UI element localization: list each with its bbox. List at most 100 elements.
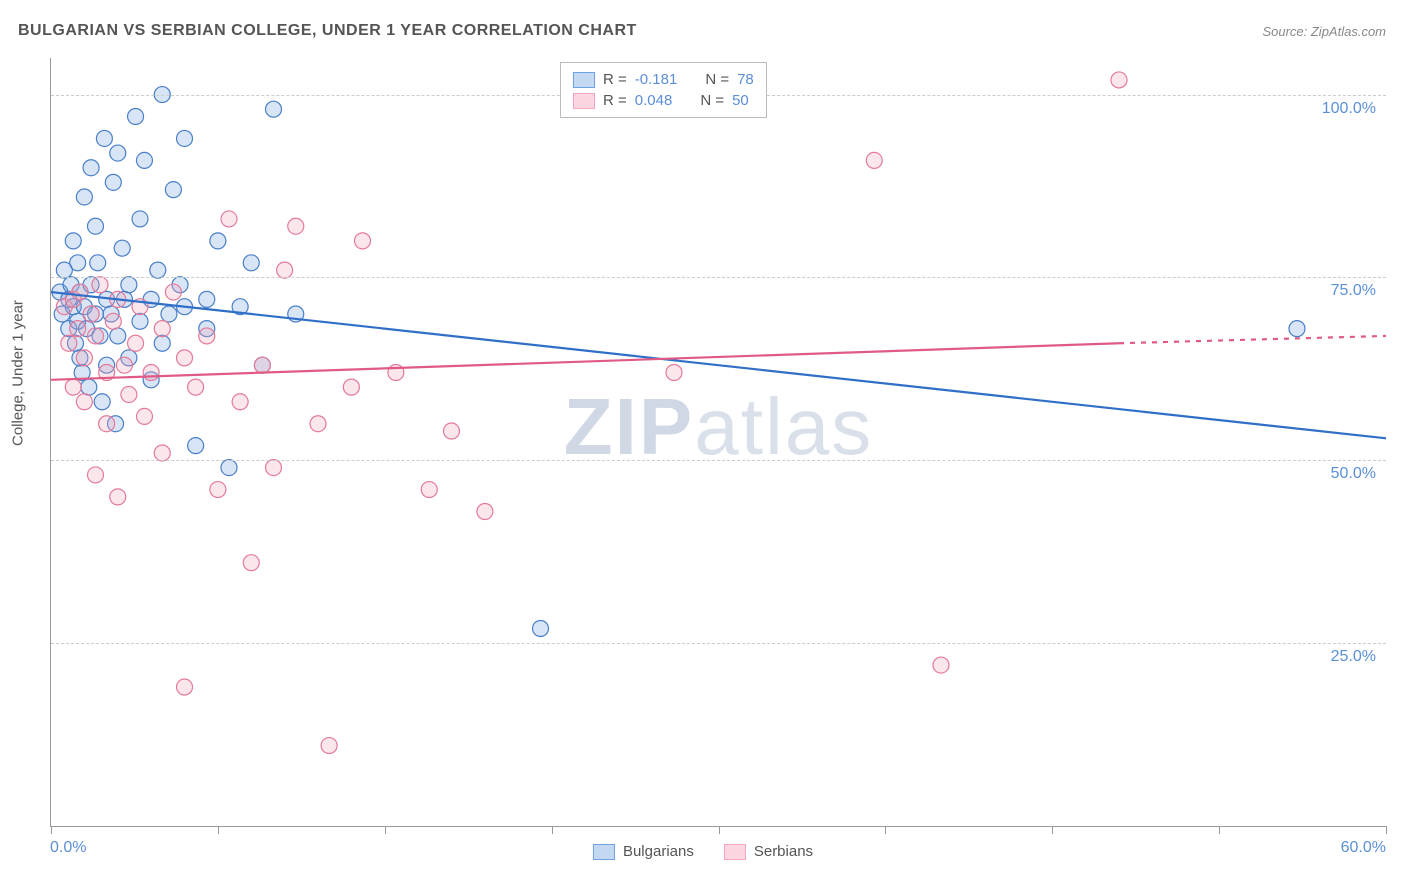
source-label: Source: ZipAtlas.com: [1262, 24, 1386, 39]
scatter-point: [288, 218, 304, 234]
y-tick-label: 75.0%: [1331, 282, 1376, 300]
x-tick: [1052, 826, 1053, 834]
x-tick: [1386, 826, 1387, 834]
legend-r-label: R =: [603, 71, 627, 88]
scatter-point: [866, 152, 882, 168]
x-tick: [552, 826, 553, 834]
scatter-point: [99, 416, 115, 432]
scatter-point: [110, 145, 126, 161]
scatter-point: [243, 255, 259, 271]
x-tick: [1219, 826, 1220, 834]
scatter-point: [421, 482, 437, 498]
scatter-point: [177, 679, 193, 695]
legend-n-label: N =: [700, 92, 724, 109]
grid-line: [51, 643, 1386, 644]
scatter-point: [254, 357, 270, 373]
regression-line: [51, 292, 1386, 438]
scatter-point: [277, 262, 293, 278]
y-tick-label: 25.0%: [1331, 648, 1376, 666]
x-tick: [719, 826, 720, 834]
scatter-point: [150, 262, 166, 278]
scatter-point: [114, 240, 130, 256]
scatter-point: [666, 365, 682, 381]
scatter-point: [343, 379, 359, 395]
legend-n-value: 78: [737, 71, 754, 88]
legend-row: R = -0.181 N = 78: [573, 69, 754, 90]
scatter-point: [105, 174, 121, 190]
scatter-point: [161, 306, 177, 322]
scatter-point: [110, 328, 126, 344]
scatter-point: [933, 657, 949, 673]
scatter-point: [355, 233, 371, 249]
scatter-point: [136, 152, 152, 168]
legend-r-value: 0.048: [635, 92, 673, 109]
legend-r-value: -0.181: [635, 71, 678, 88]
scatter-point: [70, 255, 86, 271]
scatter-point: [92, 277, 108, 293]
scatter-point: [143, 365, 159, 381]
legend-swatch: [573, 93, 595, 109]
plot-svg: [51, 58, 1386, 826]
scatter-point: [76, 350, 92, 366]
scatter-point: [188, 379, 204, 395]
scatter-point: [177, 350, 193, 366]
scatter-point: [88, 218, 104, 234]
chart-title: BULGARIAN VS SERBIAN COLLEGE, UNDER 1 YE…: [18, 22, 637, 40]
scatter-point: [210, 482, 226, 498]
x-tick: [218, 826, 219, 834]
y-axis-title: College, Under 1 year: [10, 300, 27, 446]
scatter-point: [199, 328, 215, 344]
scatter-point: [90, 255, 106, 271]
scatter-point: [154, 335, 170, 351]
scatter-point: [266, 460, 282, 476]
scatter-point: [128, 335, 144, 351]
scatter-point: [154, 445, 170, 461]
scatter-point: [177, 130, 193, 146]
legend-swatch: [593, 844, 615, 860]
legend-swatch: [724, 844, 746, 860]
chart-plot-area: ZIPatlas 25.0%50.0%75.0%100.0%: [50, 58, 1386, 827]
legend-r-label: R =: [603, 92, 627, 109]
correlation-legend: R = -0.181 N = 78 R = 0.048 N = 50: [560, 62, 767, 118]
scatter-point: [533, 621, 549, 637]
series-legend-label: Serbians: [754, 843, 813, 860]
scatter-point: [188, 438, 204, 454]
scatter-point: [72, 284, 88, 300]
scatter-point: [70, 321, 86, 337]
scatter-point: [136, 408, 152, 424]
scatter-point: [132, 313, 148, 329]
scatter-point: [83, 160, 99, 176]
scatter-point: [88, 467, 104, 483]
scatter-point: [221, 211, 237, 227]
regression-line: [51, 343, 1119, 380]
scatter-point: [210, 233, 226, 249]
legend-n-value: 50: [732, 92, 749, 109]
grid-line: [51, 460, 1386, 461]
scatter-point: [221, 460, 237, 476]
x-tick: [51, 826, 52, 834]
scatter-point: [121, 277, 137, 293]
scatter-point: [444, 423, 460, 439]
y-tick-label: 50.0%: [1331, 465, 1376, 483]
scatter-point: [88, 328, 104, 344]
scatter-point: [81, 379, 97, 395]
scatter-point: [165, 182, 181, 198]
legend-row: R = 0.048 N = 50: [573, 90, 754, 111]
scatter-point: [83, 306, 99, 322]
legend-swatch: [573, 72, 595, 88]
grid-line: [51, 277, 1386, 278]
scatter-point: [232, 394, 248, 410]
x-axis-min-label: 0.0%: [50, 839, 86, 857]
scatter-point: [199, 291, 215, 307]
series-legend-label: Bulgarians: [623, 843, 694, 860]
scatter-point: [65, 379, 81, 395]
scatter-point: [1289, 321, 1305, 337]
scatter-point: [310, 416, 326, 432]
series-legend-item: Bulgarians: [593, 843, 694, 860]
legend-n-label: N =: [705, 71, 729, 88]
x-tick: [885, 826, 886, 834]
scatter-point: [110, 489, 126, 505]
scatter-point: [76, 394, 92, 410]
scatter-point: [165, 284, 181, 300]
scatter-point: [321, 738, 337, 754]
